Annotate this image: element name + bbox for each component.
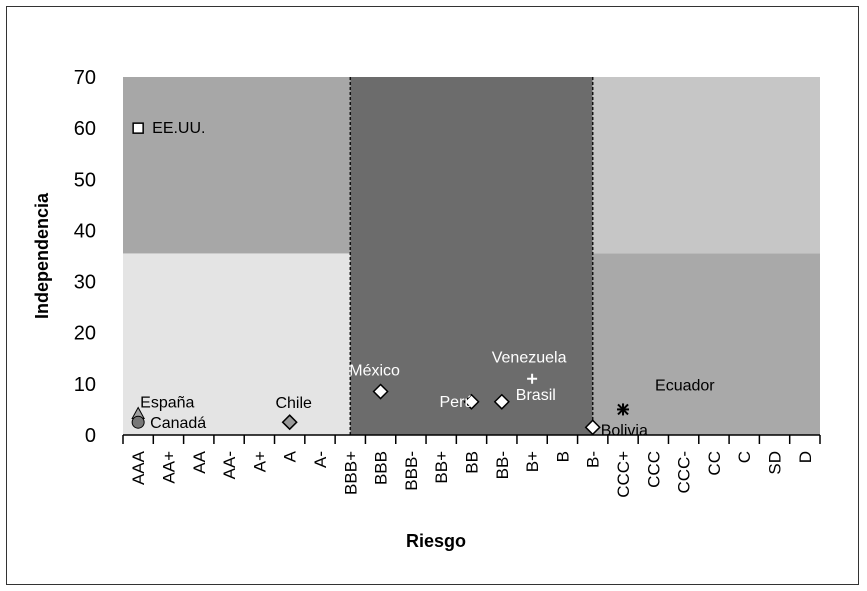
x-tick-label: BBB [372,451,391,485]
point-mxico-label: México [349,363,400,380]
region-3 [592,253,820,435]
x-tick-label: BB+ [432,451,451,484]
point-espaa-label: España [140,395,194,412]
x-tick-label: BBB+ [341,451,360,495]
data-points [131,122,630,436]
y-tick-label: 0 [85,425,96,447]
point-chile-label: Chile [275,395,312,412]
x-tick-label: AA [190,450,209,473]
y-tick-label: 10 [74,374,96,396]
y-tick-label: 50 [74,169,96,191]
point-ecuador-label: Ecuador [655,377,715,394]
point-canad [131,415,145,429]
x-tick-label: BB [463,451,482,474]
x-tick-label: BB- [493,451,512,479]
x-tick-label: CC [705,451,724,476]
region-0 [123,253,351,435]
y-tick-label: 30 [74,272,96,294]
point-bolivia [584,419,601,436]
y-tick-label: 20 [74,323,96,345]
region-2 [350,77,593,435]
region-1 [123,77,351,254]
x-tick-label: A- [311,451,330,468]
x-tick-label: C [735,451,754,463]
y-tick-label: 60 [74,118,96,140]
point-venezuela [527,373,538,384]
point-ecuador [617,403,630,416]
y-tick-label: 40 [74,220,96,242]
x-tick-label: D [796,451,815,463]
point-mxico [372,383,389,400]
point-brasil [493,393,510,410]
point-canad-label: Canadá [150,415,206,432]
point-brasil-label: Brasil [516,387,556,404]
x-tick-label: B+ [523,451,542,472]
x-tick-label: AAA [129,450,148,485]
x-tick-label: SD [766,451,785,475]
x-tick-label: B- [584,451,603,468]
x-tick-label: B [553,451,572,462]
background-regions [123,77,820,435]
point-eeuu [132,122,144,134]
y-tick-label: 70 [74,67,96,89]
x-tick-label: CCC- [675,451,694,494]
point-venezuela-label: Venezuela [492,350,567,367]
x-axis-title: Riesgo [406,531,466,551]
point-per-label: Perú [440,394,474,411]
x-tick-label: A [281,450,300,462]
y-axis-ticks: 0 10 20 30 40 50 60 70 [74,67,96,447]
x-tick-label: BBB- [402,451,421,491]
point-labels: EE.UU. España Canadá Chile México Perú Brasil V… [140,120,715,439]
x-tick-label: CCC+ [614,451,633,498]
x-tick-label: A+ [250,451,269,472]
point-chile [281,414,298,431]
y-axis-title: Independencia [32,192,52,319]
point-bolivia-label: Bolivia [601,422,648,439]
x-tick-label: AA+ [159,451,178,484]
x-tick-label: AA- [220,451,239,479]
region-4 [592,77,820,254]
point-eeuu-label: EE.UU. [152,120,205,137]
x-axis-ticks: AAA AA+ AA AA- A+ A A- BBB+ BBB BBB- BB+ BB BB- B+ B B-… [122,435,821,498]
x-tick-label: CCC [644,451,663,488]
point-per [463,393,480,410]
